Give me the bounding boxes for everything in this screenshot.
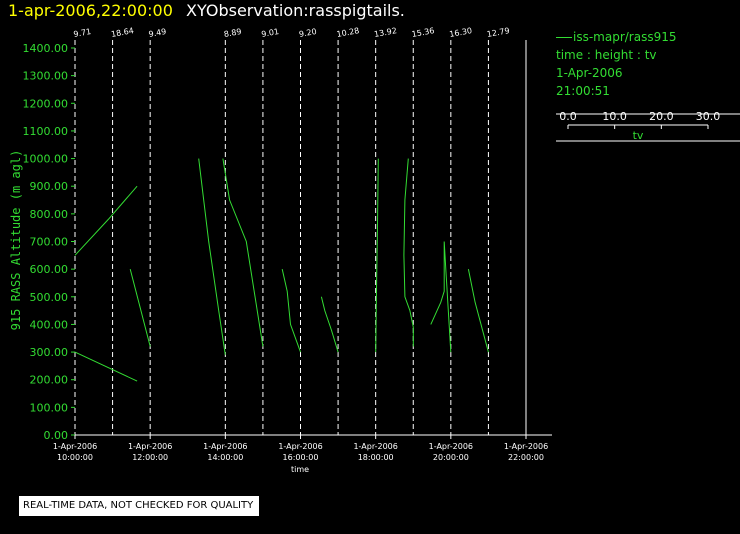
x-tick-time-0: 10:00:00 [57,453,93,462]
y-axis-label: 915 RASS Altitude (m agl) [9,150,23,331]
y-tick-label-4: 400.00 [30,318,69,331]
legend-scale-label: tv [633,129,644,142]
legend-scale-tick-label-0: 0.0 [559,110,577,123]
series-line-1 [74,351,138,382]
x-tick-date-3: 1-Apr-2006 [278,442,322,451]
y-tick-label-13: 1300.00 [23,70,69,83]
legend-scale-tick-label-1: 10.0 [602,110,627,123]
x-tick-date-6: 1-Apr-2006 [504,442,548,451]
observation-label-1: 18.64 [110,26,134,39]
legend-scale: 0.0 10.0 20.0 30.0 tv [556,110,740,142]
series-line-5 [281,268,301,353]
observation-label-7: 13.92 [373,26,397,39]
y-tick-label-6: 600.00 [30,263,69,276]
x-tick-date-2: 1-Apr-2006 [203,442,247,451]
series-line-4 [222,158,264,347]
chart-title: XYObservation:rasspigtails. [186,1,405,20]
observation-label-9: 16.30 [449,26,473,39]
x-tick-time-2: 14:00:00 [207,453,243,462]
y-tick-label-14: 1400.00 [23,42,69,55]
y-tick-label-11: 1100.00 [23,125,69,138]
quality-disclaimer: REAL-TIME DATA, NOT CHECKED FOR QUALITY [19,496,260,516]
y-tick-label-1: 100.00 [30,401,69,414]
x-tick-date-1: 1-Apr-2006 [128,442,172,451]
x-tick-labels: 1-Apr-2006 10:00:00 1-Apr-2006 12:00:00 1-Ap… [53,435,548,462]
y-tick-label-12: 1200.00 [23,97,69,110]
chart-date: 1-apr-2006,22:00:00 [8,1,173,20]
x-tick-date-4: 1-Apr-2006 [353,442,397,451]
series-line-8 [403,158,414,347]
observation-label-4: 9.01 [261,27,280,39]
y-tick-label-8: 800.00 [30,208,69,221]
legend-description: time : height : tv [556,48,657,62]
legend-scale-tick-label-3: 30.0 [696,110,721,123]
y-tick-label-2: 200.00 [30,374,69,387]
x-tick-time-5: 20:00:00 [433,453,469,462]
observation-labels: 9.71 18.64 9.49 8.89 9.01 9.20 10.28 13.92 15.36… [73,26,511,39]
x-axis-label: time [291,465,309,474]
y-tick-label-9: 900.00 [30,180,69,193]
x-tick-time-1: 12:00:00 [132,453,168,462]
legend-series-name: iss-mapr/rass915 [552,28,740,46]
observation-label-5: 9.20 [298,27,317,39]
y-tick-label-7: 700.00 [30,236,69,249]
observation-label-10: 12.79 [486,26,510,39]
x-tick-time-4: 18:00:00 [358,453,394,462]
legend-time: 21:00:51 [556,84,610,98]
legend-date: 1-Apr-2006 [556,66,623,80]
y-tick-labels: 0.00 100.00 200.00 300.00 400.00 500.00 600.00… [23,42,75,442]
y-tick-label-10: 1000.00 [23,153,69,166]
observation-label-6: 10.28 [336,26,360,39]
y-tick-label-5: 500.00 [30,291,69,304]
observation-label-2: 9.49 [148,27,167,39]
x-tick-time-3: 16:00:00 [283,453,319,462]
x-tick-date-0: 1-Apr-2006 [53,442,97,451]
series-line-9 [430,241,452,353]
x-tick-date-5: 1-Apr-2006 [429,442,473,451]
legend: iss-mapr/rass915 time : height : tv 1-Ap… [552,28,740,142]
y-tick-label-3: 300.00 [30,346,69,359]
series-line-0 [74,185,138,256]
observation-label-8: 15.36 [411,26,435,39]
x-tick-time-6: 22:00:00 [508,453,544,462]
series-line-7 [375,158,379,353]
observation-lines [74,40,489,435]
series-line-10 [467,269,489,353]
legend-scale-tick-label-2: 20.0 [649,110,674,123]
y-tick-label-0: 0.00 [44,429,69,442]
series-line-6 [320,296,339,353]
chart-plot: 9.71 18.64 9.49 8.89 9.01 9.20 10.28 13.92 15.36… [9,26,552,474]
series-line-2 [129,268,151,347]
axes [75,40,552,436]
observation-label-3: 8.89 [223,27,242,39]
observation-label-0: 9.71 [73,27,92,39]
data-series [74,158,489,382]
series-line-3 [198,158,226,355]
